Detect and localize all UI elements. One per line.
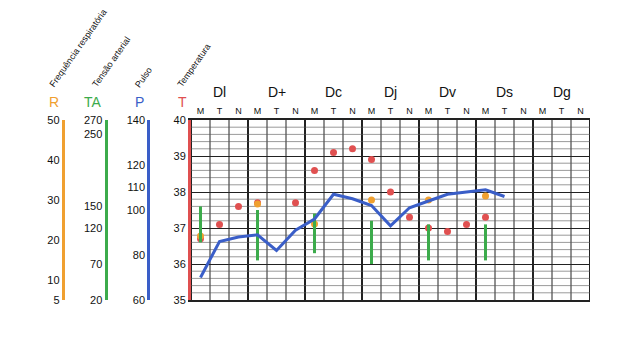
- svg-text:100: 100: [127, 204, 145, 216]
- svg-text:70: 70: [90, 258, 102, 270]
- svg-text:T: T: [178, 94, 187, 110]
- svg-text:40: 40: [47, 154, 59, 166]
- svg-text:5: 5: [53, 294, 59, 306]
- svg-text:M: M: [197, 106, 205, 116]
- svg-text:P: P: [135, 94, 144, 110]
- svg-text:Dv: Dv: [439, 84, 456, 100]
- svg-text:T: T: [217, 106, 223, 116]
- svg-text:N: N: [577, 106, 584, 116]
- svg-text:M: M: [482, 106, 490, 116]
- svg-text:150: 150: [84, 200, 102, 212]
- svg-text:T: T: [502, 106, 508, 116]
- svg-text:N: N: [520, 106, 527, 116]
- svg-text:40: 40: [174, 114, 186, 126]
- svg-text:10: 10: [47, 274, 59, 286]
- svg-text:T: T: [331, 106, 337, 116]
- svg-text:20: 20: [90, 294, 102, 306]
- svg-text:M: M: [311, 106, 319, 116]
- svg-text:Dg: Dg: [553, 84, 571, 100]
- svg-text:M: M: [539, 106, 547, 116]
- svg-text:TA: TA: [84, 94, 102, 110]
- svg-text:M: M: [368, 106, 376, 116]
- svg-text:60: 60: [133, 294, 145, 306]
- svg-text:120: 120: [84, 222, 102, 234]
- svg-text:T: T: [559, 106, 565, 116]
- svg-text:N: N: [463, 106, 470, 116]
- svg-text:37: 37: [174, 222, 186, 234]
- svg-text:270: 270: [84, 114, 102, 126]
- svg-text:N: N: [292, 106, 299, 116]
- svg-text:110: 110: [128, 181, 146, 193]
- svg-text:Ds: Ds: [496, 84, 513, 100]
- svg-text:Pulso: Pulso: [133, 65, 154, 89]
- svg-text:Frequência respiratória: Frequência respiratória: [47, 7, 108, 89]
- svg-text:30: 30: [47, 194, 59, 206]
- svg-text:120: 120: [127, 159, 145, 171]
- svg-text:N: N: [349, 106, 356, 116]
- svg-text:N: N: [235, 106, 242, 116]
- svg-text:T: T: [388, 106, 394, 116]
- svg-text:T: T: [445, 106, 451, 116]
- svg-text:Dj: Dj: [384, 84, 397, 100]
- svg-text:D+: D+: [268, 84, 286, 100]
- svg-text:Dc: Dc: [325, 84, 342, 100]
- svg-text:39: 39: [174, 150, 186, 162]
- svg-text:R: R: [49, 94, 59, 110]
- svg-text:36: 36: [174, 258, 186, 270]
- svg-text:20: 20: [47, 234, 59, 246]
- svg-text:Temperatura: Temperatura: [175, 42, 212, 89]
- svg-text:N: N: [406, 106, 413, 116]
- svg-text:80: 80: [133, 249, 145, 261]
- svg-text:50: 50: [47, 114, 59, 126]
- svg-text:38: 38: [174, 186, 186, 198]
- svg-text:Tensão arterial: Tensão arterial: [90, 35, 132, 89]
- svg-text:35: 35: [174, 294, 186, 306]
- svg-text:T: T: [274, 106, 280, 116]
- svg-text:Dl: Dl: [213, 84, 226, 100]
- svg-text:140: 140: [127, 114, 145, 126]
- svg-text:M: M: [254, 106, 262, 116]
- svg-text:M: M: [425, 106, 433, 116]
- svg-text:250: 250: [84, 128, 102, 140]
